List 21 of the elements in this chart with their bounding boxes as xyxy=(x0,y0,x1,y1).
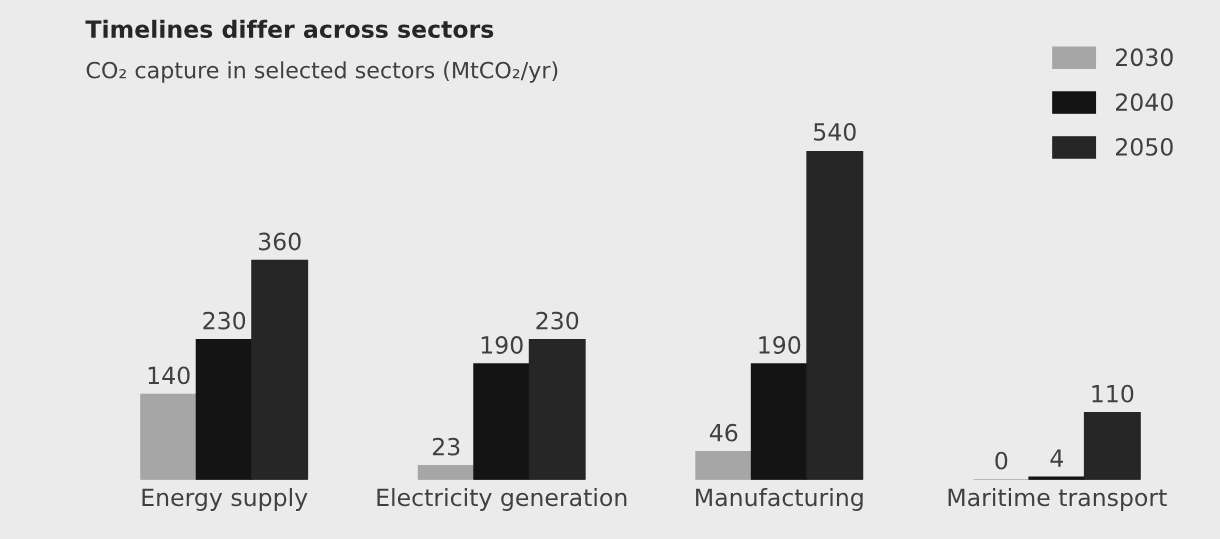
legend-label: 2040 xyxy=(1115,93,1173,112)
data-label: 360 xyxy=(258,232,301,251)
data-label: 230 xyxy=(536,311,579,330)
chart-title: Timelines differ across sectors xyxy=(85,19,494,39)
chart-subtitle: CO₂ capture in selected sectors (MtCO₂/yr) xyxy=(86,61,558,83)
data-label: 230 xyxy=(203,311,246,330)
data-label: 4 xyxy=(1050,449,1064,467)
x-tick-label: Manufacturing xyxy=(696,488,863,511)
legend-label: 2050 xyxy=(1115,137,1173,156)
data-label: 190 xyxy=(481,336,523,354)
legend-label: 2030 xyxy=(1115,48,1173,67)
data-label: 140 xyxy=(148,366,190,385)
data-label: 540 xyxy=(814,122,856,141)
data-label: 0 xyxy=(995,451,1008,470)
x-tick-label: Maritime transport xyxy=(948,488,1167,511)
data-label: 110 xyxy=(1092,384,1134,403)
data-label: 23 xyxy=(432,437,460,456)
x-tick-label: Energy supply xyxy=(142,488,308,511)
data-label: 46 xyxy=(709,423,738,442)
x-tick-label: Electricity generation xyxy=(377,488,627,511)
data-label: 190 xyxy=(759,336,801,354)
